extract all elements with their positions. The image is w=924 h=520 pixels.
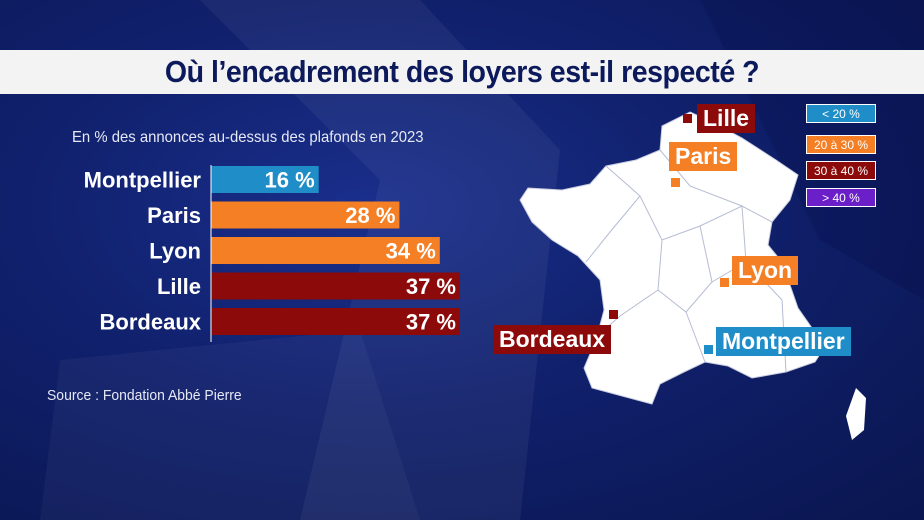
value-label: 37 % (406, 310, 456, 335)
bar-bordeaux (211, 308, 461, 335)
legend-item: 30 à 40 % (806, 161, 876, 180)
city-label-montpellier: Montpellier (716, 327, 851, 356)
chart-title: Où l’encadrement des loyers est-il respe… (164, 54, 760, 89)
city-marker-paris (671, 178, 680, 187)
legend-item: < 20 % (806, 104, 876, 123)
source-note: Source : Fondation Abbé Pierre (47, 387, 242, 404)
city-marker-bordeaux (609, 310, 618, 319)
bar-lille (211, 272, 461, 300)
corsica-island (846, 388, 866, 440)
category-label: Bordeaux (100, 310, 202, 335)
city-marker-lille (683, 114, 692, 123)
value-label: 34 % (386, 239, 436, 264)
title-bar: Où l’encadrement des loyers est-il respe… (0, 50, 924, 94)
city-label-paris: Paris (669, 142, 738, 171)
value-label: 37 % (406, 274, 456, 299)
legend-item: > 40 % (806, 188, 876, 207)
value-label: 16 % (265, 168, 315, 193)
category-label: Lille (157, 274, 201, 299)
city-label-lyon: Lyon (732, 256, 799, 285)
chart-subtitle: En % des annonces au-dessus des plafonds… (72, 129, 424, 146)
category-label: Lyon (149, 239, 201, 264)
bar-paris (211, 201, 400, 229)
value-label: 28 % (345, 203, 395, 228)
legend-item: 20 à 30 % (806, 135, 876, 154)
bar-lyon (211, 237, 440, 264)
city-label-bordeaux: Bordeaux (493, 325, 612, 354)
city-marker-montpellier (704, 345, 713, 354)
bar-montpellier (211, 166, 319, 193)
city-label-lille: Lille (697, 104, 756, 133)
category-label: Montpellier (84, 168, 202, 193)
category-label: Paris (147, 203, 201, 228)
city-marker-lyon (720, 278, 729, 287)
